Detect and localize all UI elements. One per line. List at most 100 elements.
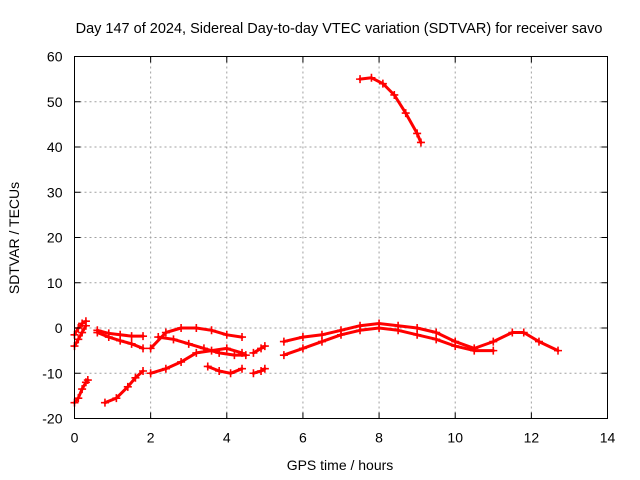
data-point [207,326,216,335]
data-point [74,335,83,344]
data-point [192,348,201,357]
data-point [112,394,121,403]
data-point [413,330,422,339]
series-arc-10 [203,362,247,378]
data-point [203,362,212,371]
data-point [100,398,109,407]
data-point [249,369,258,378]
data-point [401,109,410,118]
series-arc-14 [279,324,498,360]
y-tick-label: 10 [47,275,63,291]
data-point [432,328,441,337]
data-point [317,337,326,346]
data-point [241,351,250,360]
data-point [279,337,288,346]
data-point [413,129,422,138]
x-tick-label: 0 [71,430,79,446]
data-point [470,346,479,355]
data-point [279,351,288,360]
y-tick-label: -10 [42,365,62,381]
data-point [127,332,136,341]
series-line [73,324,88,348]
series-arc-9 [154,333,250,360]
x-axis-title: GPS time / hours [287,457,394,473]
series-line [73,319,88,337]
data-point [104,329,113,338]
x-tick-label: 4 [223,430,231,446]
data-point [161,364,170,373]
series-line [282,322,560,353]
series-arc-13 [279,319,563,355]
data-point [230,351,239,360]
data-point [123,382,132,391]
series-line [206,365,244,375]
data-point [238,333,247,342]
series-arc-6 [100,366,148,407]
y-tick-label: 40 [47,139,63,155]
data-point [177,324,186,332]
series-line [358,76,423,144]
y-tick-label: 0 [55,320,63,336]
data-point [260,364,269,373]
data-point [394,326,403,335]
data-point [81,317,90,326]
data-point [215,366,224,375]
data-point [534,337,543,346]
data-point [139,344,148,353]
data-point [378,79,387,88]
data-point [184,339,193,348]
data-point [222,344,231,353]
data-point [154,333,163,342]
data-point [146,369,155,378]
data-point [116,330,125,339]
data-point [78,328,87,337]
x-tick-label: 8 [375,430,383,446]
data-point [489,337,498,346]
x-tick-label: 6 [299,430,307,446]
y-tick-label: 60 [47,49,63,65]
data-point [93,326,102,335]
data-point [390,90,399,99]
data-point [375,324,384,332]
series-arc-15 [356,73,425,147]
series-line [251,344,267,355]
y-tick-label: 50 [47,94,63,110]
data-point [139,332,148,341]
data-point [215,348,224,357]
data-point [260,342,269,351]
series-arc-1 [70,376,92,407]
data-point [337,330,345,339]
data-point [298,344,307,353]
data-point [161,328,170,337]
data-point [139,366,148,375]
data-point [249,348,258,357]
data-point [222,330,231,339]
data-point [554,346,563,355]
data-point [451,342,460,351]
data-point [356,75,365,84]
data-point [78,385,87,394]
series-arc-11 [249,364,269,378]
data-point [177,357,186,366]
series-arc-12 [249,342,269,357]
series-line [282,326,495,357]
data-point [83,376,92,385]
data-point [192,324,201,332]
data-point [416,138,425,147]
x-tick-label: 14 [600,430,616,446]
data-point [199,344,208,353]
data-point [131,373,140,382]
y-tick-label: 30 [47,184,63,200]
data-point [356,326,365,335]
series-layer [70,73,563,407]
data-point [519,328,528,337]
data-point [317,330,326,339]
series-arc-8 [146,324,247,353]
grid-layer [74,56,608,419]
data-point [432,335,441,344]
y-tick-label: 20 [47,230,63,246]
data-point [169,335,178,344]
data-point [74,394,83,403]
data-point [146,344,155,353]
